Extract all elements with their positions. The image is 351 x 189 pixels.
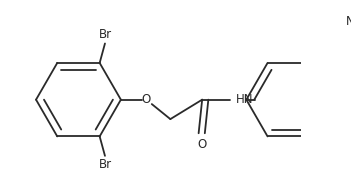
Text: N: N: [346, 15, 351, 28]
Text: Br: Br: [98, 159, 112, 171]
Text: HN: HN: [236, 93, 253, 106]
Text: O: O: [141, 93, 150, 106]
Text: O: O: [197, 138, 206, 151]
Text: Br: Br: [98, 28, 112, 41]
